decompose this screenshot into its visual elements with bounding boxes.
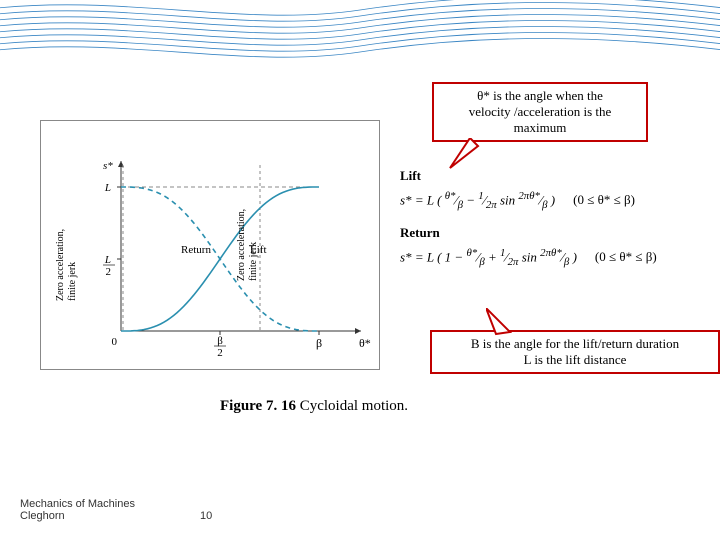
lift-equation: s* = L ( θ*⁄β − 1⁄2π sin 2πθ*⁄β ) bbox=[400, 190, 555, 211]
svg-text:L: L bbox=[104, 182, 111, 194]
svg-text:2: 2 bbox=[106, 266, 112, 278]
return-equation: s* = L ( 1 − θ*⁄β + 1⁄2π sin 2πθ*⁄β ) bbox=[400, 247, 577, 268]
return-condition: (0 ≤ θ* ≤ β) bbox=[595, 249, 657, 265]
callout-line: maximum bbox=[442, 120, 638, 136]
svg-text:Zero acceleration,: Zero acceleration, bbox=[55, 229, 66, 301]
svg-text:finite jerk: finite jerk bbox=[248, 242, 259, 281]
svg-text:θ*: θ* bbox=[359, 336, 371, 350]
svg-text:β: β bbox=[316, 336, 322, 350]
svg-text:β: β bbox=[217, 335, 223, 347]
figure-caption: Figure 7. 16 Cycloidal motion. bbox=[220, 398, 408, 415]
svg-text:Zero acceleration,: Zero acceleration, bbox=[236, 209, 247, 281]
callout-line: Β is the angle for the lift/return durat… bbox=[440, 336, 710, 352]
footer-line1: Mechanics of Machines bbox=[20, 498, 135, 510]
callout-tail-2 bbox=[486, 308, 526, 338]
page-number: 10 bbox=[200, 510, 212, 522]
svg-text:s*: s* bbox=[103, 160, 113, 172]
svg-text:2: 2 bbox=[217, 347, 223, 359]
svg-text:L: L bbox=[104, 254, 111, 266]
callout-line: velocity /acceleration is the bbox=[442, 104, 638, 120]
svg-text:finite jerk: finite jerk bbox=[67, 262, 78, 301]
svg-text:Return: Return bbox=[181, 244, 211, 256]
callout-beta-L: Β is the angle for the lift/return durat… bbox=[430, 330, 720, 374]
figure-title: Cycloidal motion. bbox=[300, 398, 408, 414]
svg-text:0: 0 bbox=[112, 336, 118, 348]
figure-number: Figure 7. 16 bbox=[220, 398, 296, 414]
lift-condition: (0 ≤ θ* ≤ β) bbox=[573, 192, 635, 208]
callout-theta-star: θ* is the angle when the velocity /accel… bbox=[432, 82, 648, 142]
lift-header: Lift bbox=[400, 168, 710, 184]
cycloidal-graph: LL2s*0β2βθ*ReturnLiftZero acceleration,f… bbox=[40, 120, 380, 370]
return-header: Return bbox=[400, 225, 710, 241]
callout-line: θ* is the angle when the bbox=[442, 88, 638, 104]
footer-line2: Cleghorn bbox=[20, 510, 135, 522]
callout-line: L is the lift distance bbox=[440, 352, 710, 368]
equations-panel: Lift s* = L ( θ*⁄β − 1⁄2π sin 2πθ*⁄β ) (… bbox=[400, 168, 710, 282]
footer-text: Mechanics of Machines Cleghorn bbox=[20, 498, 135, 522]
header-wave bbox=[0, 0, 720, 70]
